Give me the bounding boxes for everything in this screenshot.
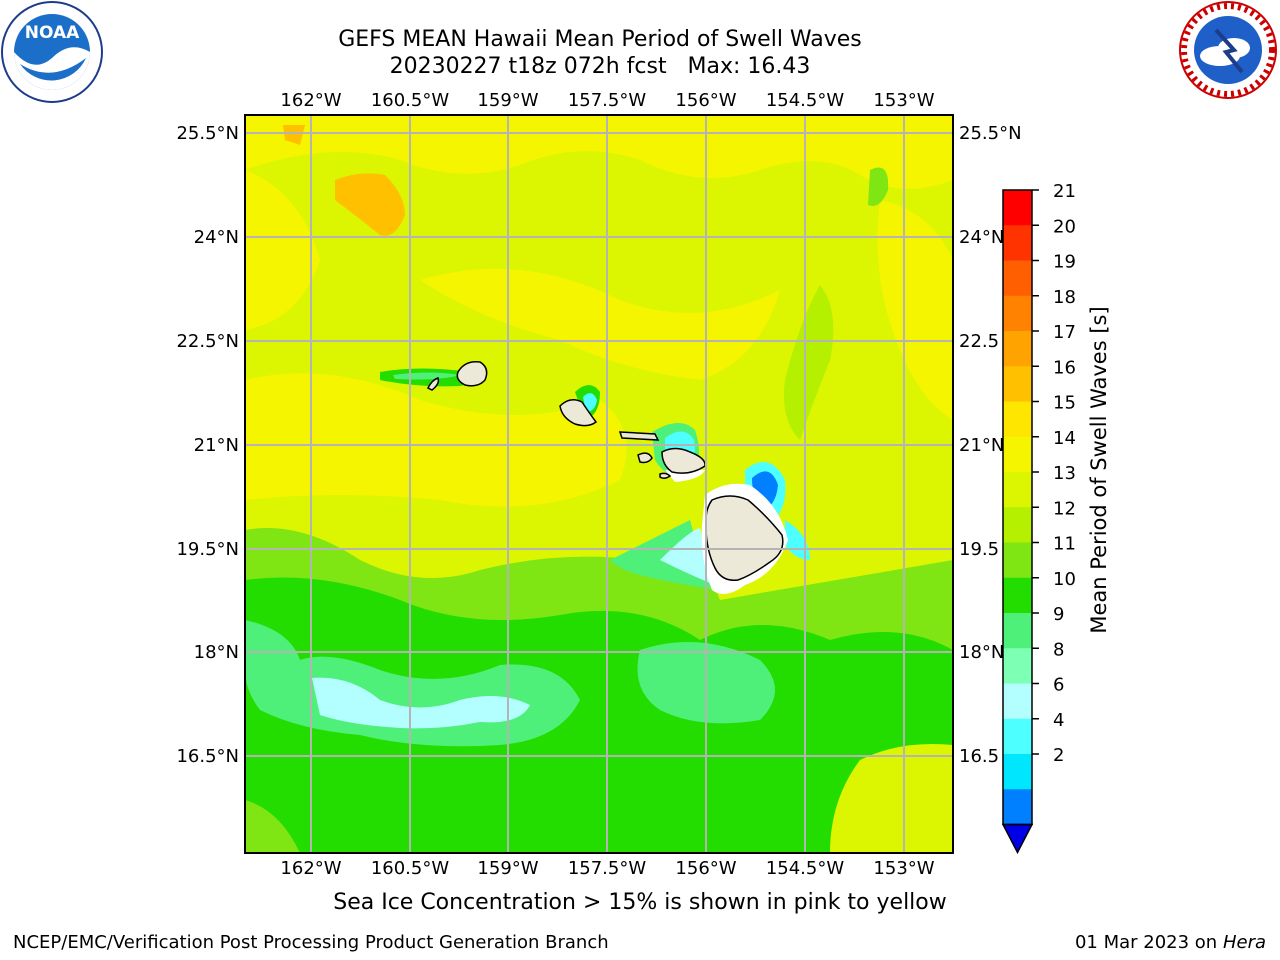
nws-logo <box>1179 1 1277 99</box>
map-frame <box>244 114 954 854</box>
producer-credit: NCEP/EMC/Verification Post Processing Pr… <box>13 932 609 953</box>
colorbar-tick-label: 18 <box>1053 287 1076 308</box>
colorbar-tick-label: 4 <box>1053 710 1064 731</box>
longitude-labels-bottom: 162°W 160.5°W 159°W 157.5°W 156°W 154.5°W 153°… <box>280 858 934 879</box>
lat-label-left: 18°N <box>194 642 239 663</box>
map-title: GEFS MEAN Hawaii Mean Period of Swell Wa… <box>338 27 862 52</box>
colorbar-swatch <box>1003 577 1032 614</box>
lon-label-bottom: 157.5°W <box>568 858 647 879</box>
lat-label-left: 19.5°N <box>176 539 239 560</box>
map-graticule <box>245 115 953 853</box>
lon-label-bottom: 156°W <box>675 858 736 879</box>
colorbar-tick-label: 21 <box>1053 181 1076 202</box>
run-date-credit: 01 Mar 2023 on Hera <box>1075 932 1266 953</box>
colorbar-tick-label: 14 <box>1053 428 1076 449</box>
lon-label-top: 153°W <box>873 90 934 111</box>
lon-label-top: 159°W <box>477 90 538 111</box>
swell-period-field <box>245 115 953 853</box>
molokai-island <box>618 431 660 441</box>
lon-label-bottom: 154.5°W <box>766 858 845 879</box>
sea-ice-note: Sea Ice Concentration > 15% is shown in … <box>333 890 947 915</box>
colorbar-tick-label: 6 <box>1053 675 1064 696</box>
lat-label-right: 22.5 <box>959 331 999 352</box>
run-date: 01 Mar 2023 on <box>1074 932 1218 953</box>
lon-label-bottom: 153°W <box>873 858 934 879</box>
colorbar-tick-label: 19 <box>1053 252 1076 273</box>
lon-label-bottom: 160.5°W <box>371 858 450 879</box>
lat-label-left: 16.5°N <box>176 746 239 767</box>
latitude-labels-right: 25.5°N 24°N 22.5 21°N 19.5 18°N 16.5 <box>959 123 1022 767</box>
lon-label-bottom: 162°W <box>280 858 341 879</box>
lat-label-right: 25.5°N <box>959 123 1022 144</box>
lat-label-left: 22.5°N <box>176 331 239 352</box>
colorbar-swatch <box>1003 718 1032 755</box>
colorbar-swatch <box>1003 190 1032 226</box>
colorbar-tick-label: 9 <box>1053 604 1064 625</box>
lat-label-left: 24°N <box>194 227 239 248</box>
noaa-logo: NOAA <box>1 1 103 103</box>
colorbar-label: Mean Period of Swell Waves [s] <box>1087 306 1111 633</box>
lon-label-top: 156°W <box>675 90 736 111</box>
colorbar-tick-label: 11 <box>1053 534 1076 555</box>
kahoolawe-island <box>659 472 672 480</box>
kauai-island <box>456 360 488 387</box>
lon-label-top: 154.5°W <box>766 90 845 111</box>
colorbar-swatch <box>1003 366 1032 402</box>
colorbar-tick-label: 17 <box>1053 322 1076 343</box>
longitude-labels-top: 162°W 160.5°W 159°W 157.5°W 156°W 154.5°W 153°… <box>280 90 934 111</box>
colorbar-swatch <box>1003 613 1032 649</box>
colorbar-tick-label: 20 <box>1053 216 1076 237</box>
lat-label-left: 21°N <box>194 435 239 456</box>
lat-label-right: 24°N <box>959 227 1004 248</box>
colorbar-swatch <box>1003 789 1032 825</box>
colorbar-swatch <box>1003 648 1032 684</box>
map-subtitle: 20230227 t18z 072h fcst Max: 16.43 <box>389 54 811 79</box>
lon-label-top: 157.5°W <box>568 90 647 111</box>
colorbar-swatch <box>1003 295 1032 332</box>
colorbar-tick-label: 8 <box>1053 639 1064 660</box>
colorbar-tick-label: 13 <box>1053 463 1076 484</box>
lat-label-left: 25.5°N <box>176 123 239 144</box>
colorbar-swatch <box>1003 401 1032 438</box>
colorbar-tick-label: 2 <box>1053 745 1064 766</box>
colorbar-swatch <box>1003 754 1032 790</box>
lat-label-right: 21°N <box>959 435 1004 456</box>
latitude-labels-left: 25.5°N 24°N 22.5°N 21°N 19.5°N 18°N 16.5°N <box>176 123 239 767</box>
svg-text:NOAA: NOAA <box>25 23 80 43</box>
colorbar-swatch <box>1003 260 1032 297</box>
colorbar: 21 20 19 18 17 16 15 14 13 12 11 10 9 8 6 4 2 <box>1001 181 1076 855</box>
lon-label-bottom: 159°W <box>477 858 538 879</box>
lon-label-top: 160.5°W <box>371 90 450 111</box>
colorbar-tick-label: 15 <box>1053 393 1076 414</box>
colorbar-tick-label: 12 <box>1053 498 1076 519</box>
colorbar-swatch <box>1003 507 1032 543</box>
oahu-island <box>559 399 598 427</box>
machine-name: Hera <box>1222 932 1266 953</box>
colorbar-tick-label: 10 <box>1053 569 1076 590</box>
colorbar-swatch <box>1003 472 1032 508</box>
colorbar-swatch <box>1003 542 1032 579</box>
lat-label-right: 18°N <box>959 642 1004 663</box>
colorbar-swatch <box>1003 331 1032 367</box>
colorbar-swatch <box>1003 225 1032 261</box>
colorbar-tick-label: 16 <box>1053 357 1076 378</box>
colorbar-swatch <box>1003 436 1032 473</box>
colorbar-swatch <box>1003 683 1032 720</box>
lat-label-right: 16.5 <box>959 746 999 767</box>
colorbar-extend-arrow <box>1001 823 1034 855</box>
lanai-island <box>637 452 653 464</box>
niihau-island <box>426 377 440 391</box>
hawaii-islands <box>426 360 784 581</box>
lon-label-top: 162°W <box>280 90 341 111</box>
lat-label-right: 19.5 <box>959 539 999 560</box>
